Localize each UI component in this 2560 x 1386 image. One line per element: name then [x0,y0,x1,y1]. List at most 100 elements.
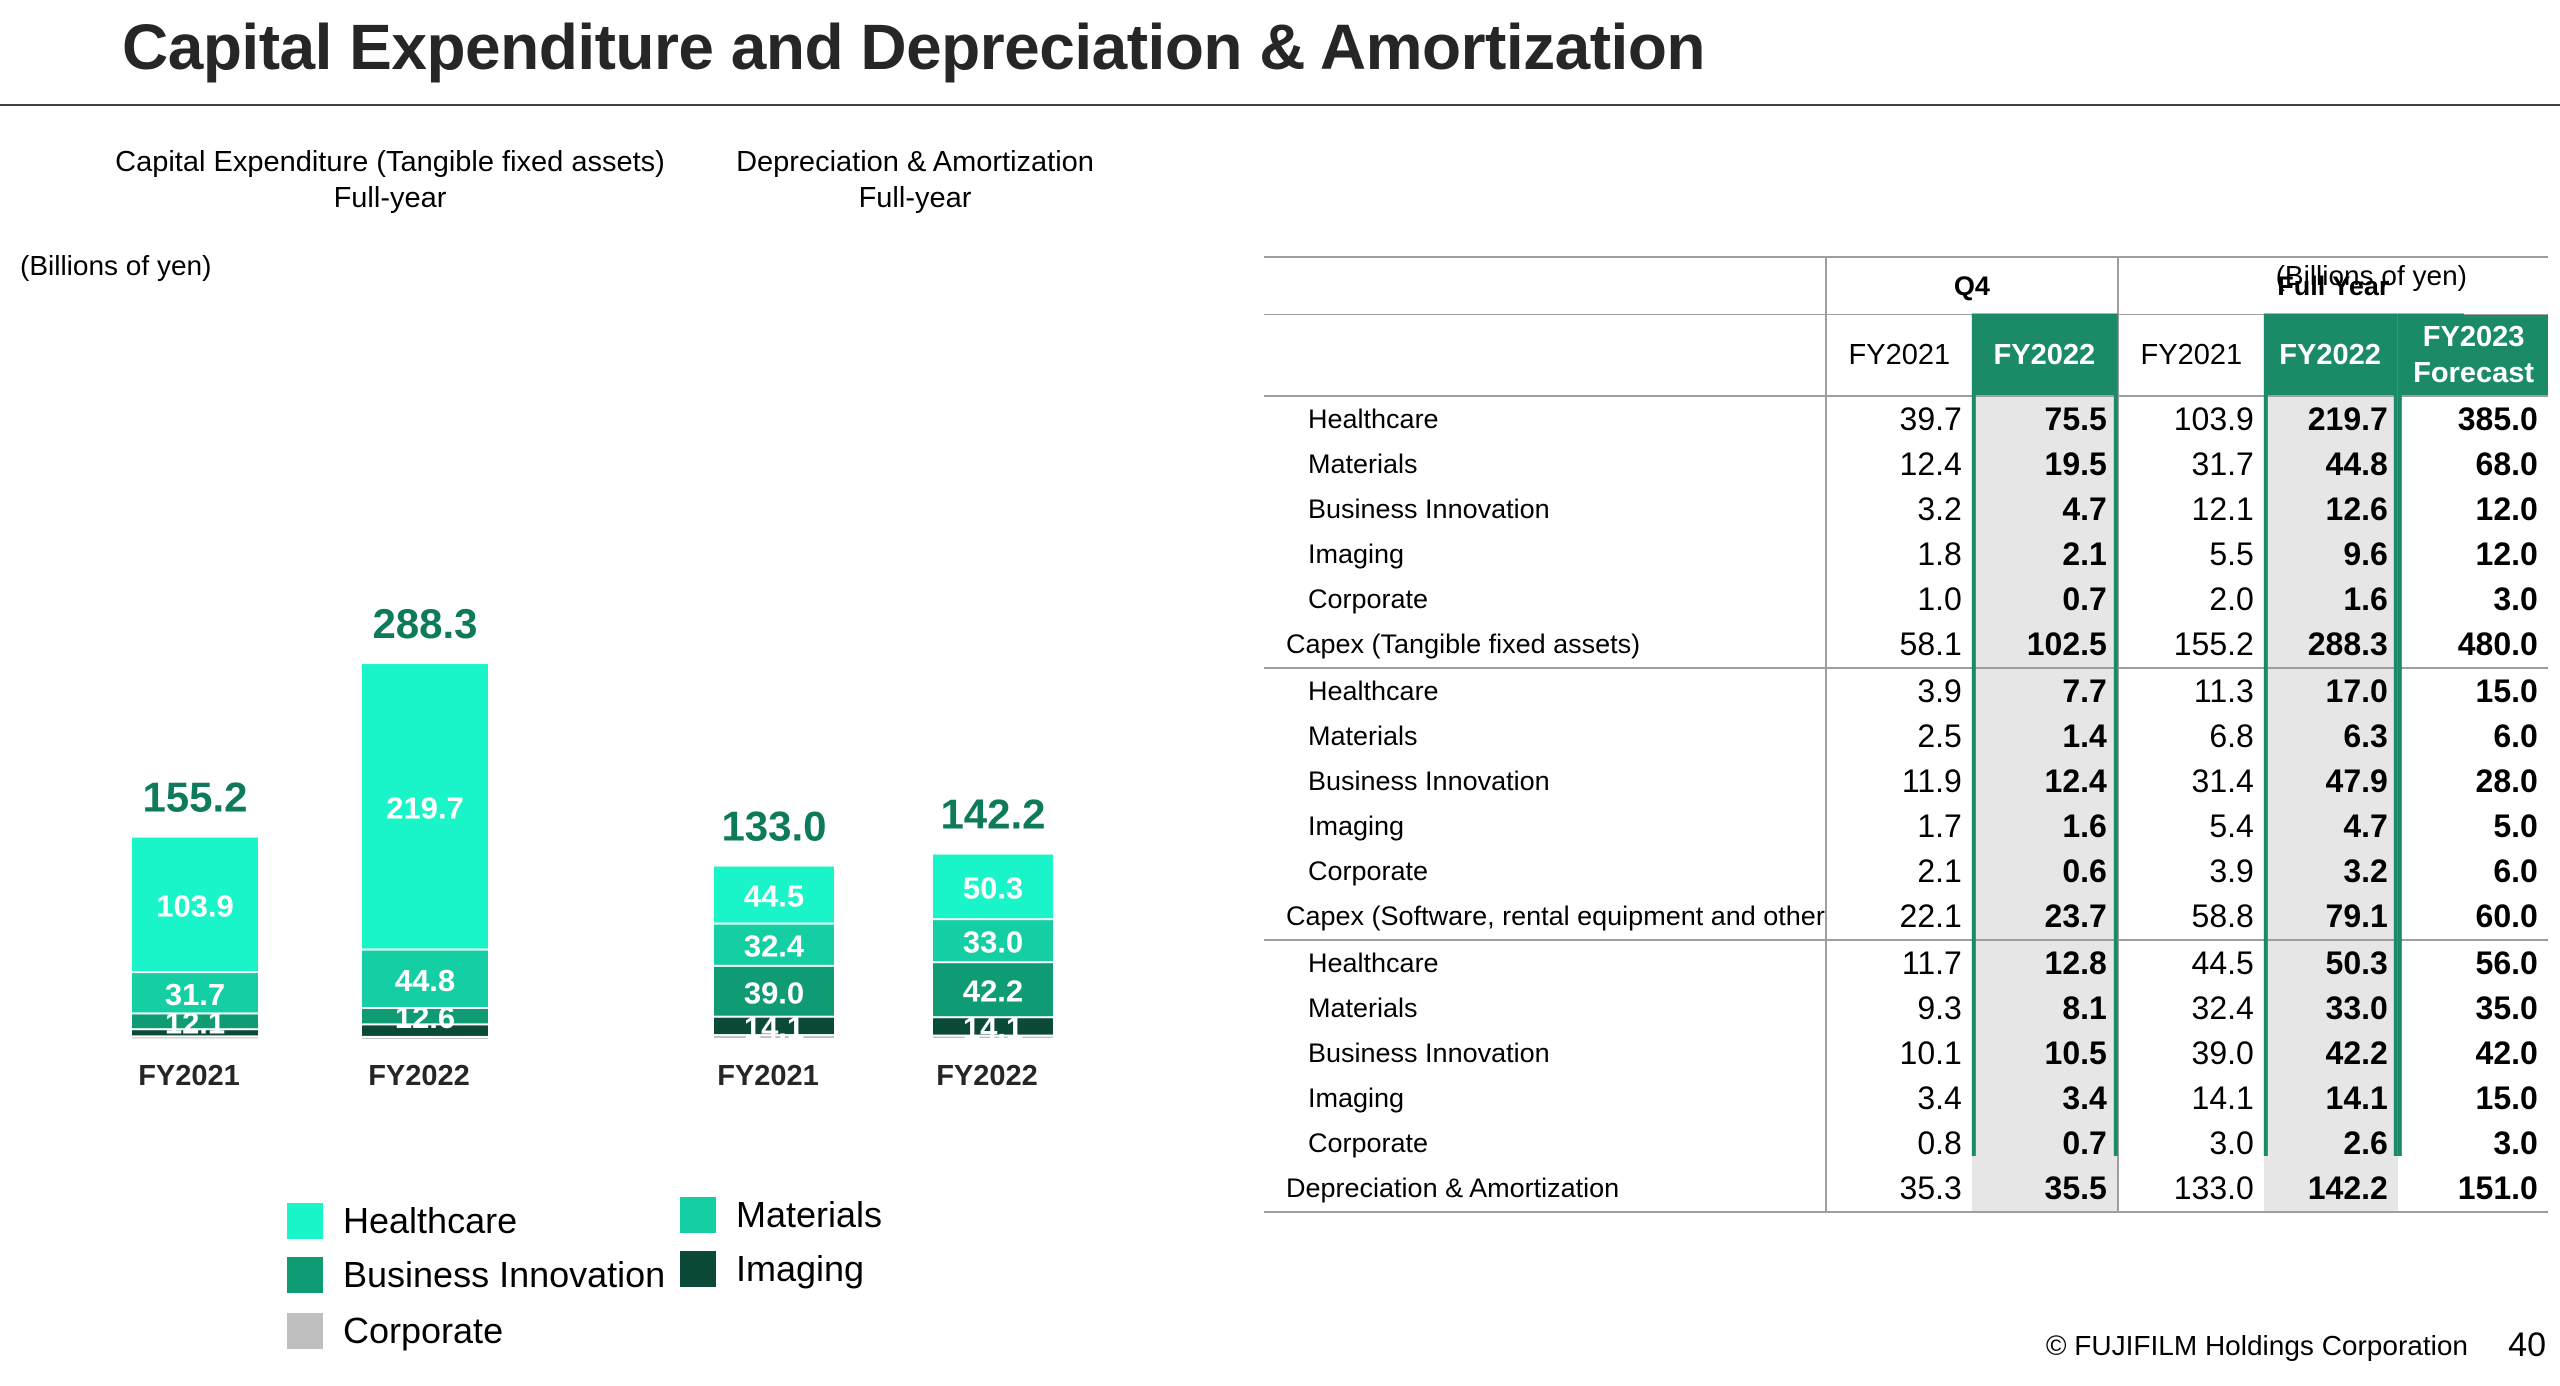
row-label: Imaging [1308,539,1405,569]
x-category-label: FY2021 [717,1060,819,1092]
column-header-fy-fy2022: FY2022 [2263,314,2398,397]
table-cell: 5.0 [2493,808,2538,844]
row-label: Business Innovation [1308,494,1550,524]
bar-segment-imaging [933,1018,1053,1035]
table-row: Business Innovation 3.2 4.7 12.1 12.6 12.0 [1264,487,2548,532]
table-cell: 12.0 [2475,536,2538,572]
bar-segment-label: 33.0 [963,925,1023,960]
table-cell: 4.7 [1971,487,2118,532]
row-label: Corporate [1308,856,1429,886]
table-cell: 3.9 [1824,668,1972,714]
table-cell: 155.2 [2116,622,2264,669]
bar-segment-label: 42.2 [963,974,1023,1009]
table-cell: 39.0 [2116,1031,2264,1076]
bar-segment-label: 50.3 [963,870,1023,905]
row-label: Materials [1308,721,1418,751]
row-label: Corporate [1308,1128,1429,1158]
bar-total-label: 155.2 [142,774,247,821]
table-cell: 1.7 [1824,804,1972,849]
table-cell: 4.7 [2263,804,2398,849]
bar-segment-label: 103.9 [156,888,234,923]
table-cell: 31.7 [2116,442,2264,487]
table-cell: 0.6 [1971,849,2118,894]
bar-segment-label: 31.7 [165,977,225,1012]
table-cell: 47.9 [2263,759,2398,804]
stacked-bar-charts: 12.131.7103.9155.2FY202112.644.8219.7288… [132,600,1053,1092]
table-cell: 44.8 [2263,442,2398,487]
table-cell: 12.6 [2263,487,2398,532]
table-cell: 42.2 [2263,1031,2398,1076]
table-cell: 3.9 [2116,849,2264,894]
table-cell: 288.3 [2263,622,2398,669]
table-row: Materials 9.3 8.1 32.4 33.0 35.0 [1264,986,2548,1031]
legend-item-healthcare: Healthcare [287,1200,517,1242]
table-column-header-row: FY2021 FY2022 FY2021 FY2022 FY2023 Forec… [1264,314,2548,397]
bar-segment-corporate [714,1036,834,1038]
table-cell: 12.8 [1971,940,2118,986]
bar-segment-label: 44.5 [744,879,804,914]
table-cell: 3.0 [2116,1121,2264,1166]
table-cell: 42.0 [2475,1035,2538,1071]
bar-segment-label: 14.1 [963,1010,1023,1045]
table-cell: 11.3 [2116,668,2264,714]
table-cell: 58.1 [1824,622,1972,669]
table-cell: 6.8 [2116,714,2264,759]
table-row: Corporate 1.0 0.7 2.0 1.6 3.0 [1264,577,2548,622]
table-row: Corporate 2.1 0.6 3.9 3.2 6.0 [1264,849,2548,894]
page-title: Capital Expenditure and Depreciation & A… [122,11,1706,83]
bar-total-label: 133.0 [721,803,826,850]
x-category-label: FY2022 [368,1060,470,1092]
table-cell: 5.5 [2116,532,2264,577]
row-label: Depreciation & Amortization [1264,1166,1826,1213]
row-label: Healthcare [1308,676,1439,706]
table-cell: 2.5 [1824,714,1972,759]
da-chart-title: Depreciation & Amortization [736,146,1094,178]
table-cell: 2.0 [2116,577,2264,622]
column-header-q4-fy2021: FY2021 [1824,314,1972,397]
table-cell: 58.8 [2116,894,2264,941]
table-cell: 3.2 [1824,487,1972,532]
table-cell: 39.7 [1824,396,1972,442]
table-row: Business Innovation 11.9 12.4 31.4 47.9 28.0 [1264,759,2548,804]
bar-segment-imaging [132,1030,258,1036]
table-row: Healthcare 39.7 75.5 103.9 219.7 385.0 [1264,396,2548,442]
table-cell: 142.2 [2263,1166,2398,1213]
table-row: Depreciation & Amortization 35.3 35.5 133.0… [1264,1166,2548,1213]
table-cell: 11.7 [1824,940,1972,986]
table-cell: 6.0 [2493,853,2538,889]
table-row: Capex (Tangible fixed assets) 58.1 102.5 15… [1264,622,2548,669]
table-cell: 9.6 [2263,532,2398,577]
legend-item-business-innovation: Business Innovation [287,1254,665,1296]
table-corner-cell [1264,257,1826,315]
table-row: Capex (Software, rental equipment and ot… [1264,894,2548,941]
legend-swatch-healthcare [287,1203,323,1239]
table-cell: 79.1 [2263,894,2398,941]
group-header-q4: Q4 [1824,257,2118,315]
table-cell: 12.1 [2116,487,2264,532]
table-cell: 1.6 [1971,804,2118,849]
table-cell: 8.1 [1971,986,2118,1031]
legend-label-business-innovation: Business Innovation [343,1254,666,1295]
row-label: Capex (Software, rental equipment and ot… [1264,894,1826,941]
table-cell: 14.1 [2116,1076,2264,1121]
table-cell: 133.0 [2116,1166,2264,1213]
table-cell: 75.5 [1971,396,2118,442]
table-cell: 68.0 [2475,446,2538,482]
table-cell: 2.1 [1824,849,1972,894]
table-cell: 28.0 [2475,763,2538,799]
legend-swatch-business-innovation [287,1257,323,1293]
table-cell: 10.1 [1824,1031,1972,1076]
table-cell: 3.4 [1824,1076,1972,1121]
table-cell: 33.0 [2263,986,2398,1031]
table-cell: 9.3 [1824,986,1972,1031]
table-row: Materials 2.5 1.4 6.8 6.3 6.0 [1264,714,2548,759]
table-row: Imaging 1.8 2.1 5.5 9.6 12.0 [1264,532,2548,577]
row-label: Materials [1308,449,1418,479]
table-cell: 103.9 [2116,396,2264,442]
da-chart-heading: Depreciation & Amortization Full-year [715,144,1115,216]
column-header-fy2023-forecast: FY2023 Forecast [2396,314,2548,397]
bar-segment-label: 32.4 [744,929,805,964]
table-cell: 14.1 [2263,1076,2398,1121]
legend-label-materials: Materials [736,1194,883,1235]
bar-segment-materials [362,950,488,1007]
